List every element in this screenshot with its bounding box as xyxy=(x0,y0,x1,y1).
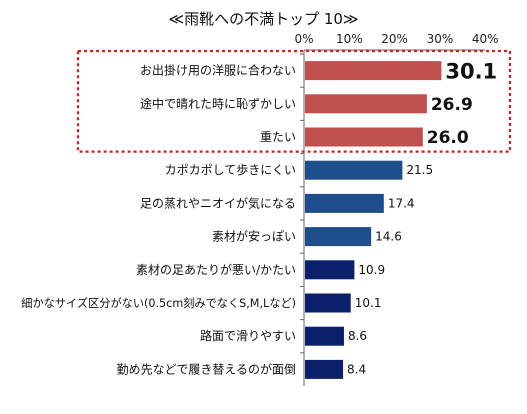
x-tick-label: 20% xyxy=(381,32,408,46)
x-tick-label: 0% xyxy=(294,32,313,46)
category-label: 勤め先などで履き替えるのが面倒 xyxy=(117,361,296,376)
x-tick-label: 30% xyxy=(427,32,454,46)
data-label: 17.4 xyxy=(388,196,415,210)
bar xyxy=(305,326,344,346)
bar xyxy=(305,293,351,313)
category-label: 重たい xyxy=(260,130,296,144)
data-label: 30.1 xyxy=(445,60,497,84)
bar xyxy=(305,127,423,147)
bar xyxy=(305,94,427,114)
data-label: 10.1 xyxy=(355,296,382,310)
data-label: 21.5 xyxy=(406,163,433,177)
x-tick-label: 10% xyxy=(336,32,363,46)
x-tick-label: 40% xyxy=(472,32,499,46)
bar xyxy=(305,359,344,379)
category-label: 素材が安っぽい xyxy=(212,229,296,244)
data-label: 8.6 xyxy=(348,329,367,343)
data-label: 8.4 xyxy=(347,362,366,376)
bar xyxy=(305,260,355,280)
data-label: 10.9 xyxy=(358,263,385,277)
data-label: 26.9 xyxy=(431,95,473,115)
bar xyxy=(305,160,403,180)
bar xyxy=(305,193,384,213)
bar xyxy=(305,227,372,247)
chart-title: ≪雨靴への不満トップ 10≫ xyxy=(168,10,359,28)
category-label: 細かなサイズ区分がない(0.5cm刻みでなくS,M,Lなど) xyxy=(21,296,296,310)
highlight-box xyxy=(76,49,512,153)
category-label: 途中で晴れた時に恥ずかしい xyxy=(140,96,296,111)
category-label: 素材の足あたりが悪い/かたい xyxy=(136,262,296,277)
data-label: 26.0 xyxy=(427,128,469,148)
category-label: 路面で滑りやすい xyxy=(200,328,296,343)
data-label: 14.6 xyxy=(375,230,402,244)
bar xyxy=(305,61,442,81)
category-label: カポカポして歩きにくい xyxy=(165,162,296,177)
category-label: 足の蒸れやニオイが気になる xyxy=(140,195,296,210)
category-label: お出掛け用の洋服に合わない xyxy=(140,63,296,78)
